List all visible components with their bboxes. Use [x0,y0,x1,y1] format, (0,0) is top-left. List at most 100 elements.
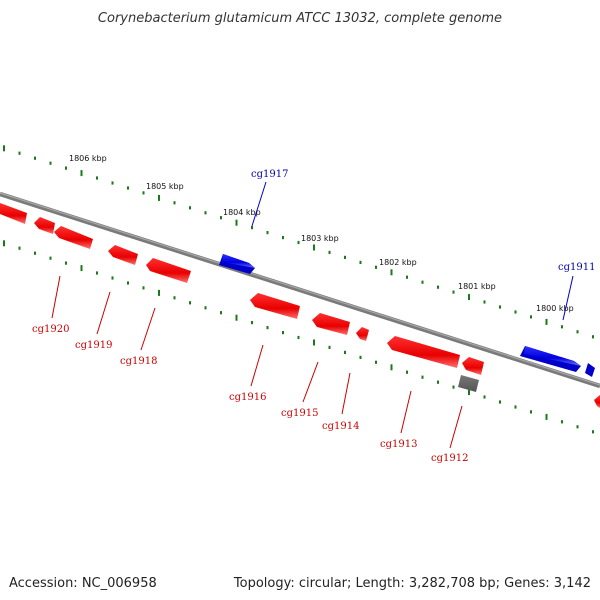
leader-cg1920 [51,275,61,319]
minor-tick [142,286,145,290]
minor-tick [328,345,331,349]
minor-tick [421,375,424,379]
minor-tick [437,380,439,384]
minor-tick [421,280,424,284]
minor-tick [375,265,377,269]
gene-cg1920[interactable] [0,203,27,224]
gene-forward-edge[interactable] [585,363,595,377]
kbp-label-1800: 1800 kbp [536,304,574,313]
gene-cg1916[interactable] [250,293,300,319]
leader-cg1918 [140,307,156,351]
minor-tick [452,385,455,389]
gene-reverse-edge[interactable] [594,395,600,408]
minor-tick [111,181,114,185]
genome-backbone-highlight [0,192,600,386]
minor-tick [452,290,455,294]
minor-tick [34,156,36,160]
feature-cg1912[interactable] [458,375,479,392]
label-cg1912: cg1912 [431,453,468,464]
minor-tick [282,331,284,335]
minor-tick [437,285,439,289]
gene-cg1917[interactable] [219,254,255,274]
minor-tick [359,355,362,359]
minor-tick [530,410,532,414]
major-tick [158,289,160,296]
label-cg1914: cg1914 [322,421,359,432]
major-tick [80,170,83,177]
major-tick [468,294,470,301]
label-cg1911: cg1911 [558,262,595,273]
minor-tick [111,276,114,280]
major-tick [313,339,315,346]
minor-tick [65,166,67,170]
major-tick [158,194,160,201]
minor-tick [173,296,176,300]
minor-tick [499,305,501,309]
minor-tick [204,306,207,310]
minor-tick [297,240,300,245]
leader-cg1919 [96,291,111,335]
gene-cg1912a[interactable] [462,357,484,375]
minor-tick [142,191,145,195]
leader-cg1911 [562,275,574,321]
gene-cg1913[interactable] [387,336,460,368]
map-title: Corynebacterium glutamicum ATCC 13032, c… [98,11,502,26]
minor-tick [96,271,98,275]
minor-tick [344,255,346,259]
outer-tick-track [3,145,594,339]
kbp-label-1801: 1801 kbp [458,282,496,291]
inner-tick-track [3,240,594,434]
kbp-label-1804: 1804 kbp [223,208,261,217]
minor-tick [375,360,377,364]
minor-tick [266,326,269,330]
minor-tick [514,405,517,409]
kbp-label-1805: 1805 kbp [146,182,184,191]
gene-cg1918a[interactable] [108,245,138,265]
genome-backbone [0,191,600,389]
minor-tick [514,310,517,314]
minor-tick [189,301,191,305]
gene-cg1919[interactable] [54,226,93,249]
gene-cg1914[interactable] [356,327,369,341]
minor-tick [344,350,346,354]
major-tick [235,314,238,321]
minor-tick [282,236,284,240]
minor-tick [96,176,98,180]
leader-cg1916 [250,344,264,387]
minor-tick [592,335,594,339]
accession-text: Accession: NC_006958 [9,576,157,591]
kbp-label-1803: 1803 kbp [301,234,339,243]
kbp-label-1802: 1802 kbp [379,258,417,267]
gene-cg1915[interactable] [312,313,350,335]
genome-summary-text: Topology: circular; Length: 3,282,708 bp… [233,576,591,591]
minor-tick [576,425,579,429]
major-tick [390,364,393,371]
leader-cg1914 [341,372,351,415]
gene-cg1911[interactable] [520,346,581,372]
minor-tick [65,261,67,265]
leader-cg1915 [302,361,319,403]
minor-tick [499,400,501,404]
minor-tick [49,256,52,260]
label-cg1916: cg1916 [229,392,266,403]
gene-cg1918[interactable] [146,258,191,283]
major-tick [545,413,548,420]
gene-cg1920-part[interactable] [34,217,55,234]
label-cg1920: cg1920 [32,324,69,335]
minor-tick [561,420,563,424]
minor-tick [297,335,300,340]
minor-tick [220,216,222,220]
minor-tick [592,430,594,434]
major-tick [235,219,238,226]
minor-tick [561,325,563,329]
minor-tick [49,161,52,165]
minor-tick [204,211,207,215]
minor-tick [530,315,532,319]
leader-cg1913 [400,390,412,434]
minor-tick [251,226,253,230]
label-cg1915: cg1915 [281,408,318,419]
minor-tick [328,250,331,254]
minor-tick [127,186,129,190]
minor-tick [251,321,253,325]
label-cg1918: cg1918 [120,356,157,367]
